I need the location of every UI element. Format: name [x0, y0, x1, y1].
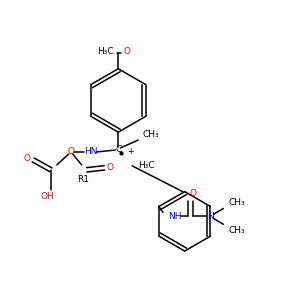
- Text: CH₃: CH₃: [229, 226, 245, 235]
- Text: O: O: [24, 154, 31, 164]
- Text: O: O: [107, 163, 114, 172]
- Text: R1: R1: [76, 175, 88, 184]
- Text: H₃C: H₃C: [97, 47, 114, 56]
- Text: HN: HN: [84, 148, 97, 157]
- Text: O: O: [189, 189, 196, 198]
- Text: OH: OH: [40, 192, 54, 201]
- Text: NH: NH: [168, 212, 182, 221]
- Text: O: O: [67, 148, 74, 157]
- Text: CH₃: CH₃: [229, 198, 245, 207]
- Text: H₃C: H₃C: [138, 161, 154, 170]
- Text: C: C: [115, 146, 122, 154]
- Text: +: +: [127, 148, 134, 157]
- Text: O: O: [124, 47, 131, 56]
- Text: N: N: [207, 212, 214, 221]
- Text: CH₃: CH₃: [143, 130, 159, 139]
